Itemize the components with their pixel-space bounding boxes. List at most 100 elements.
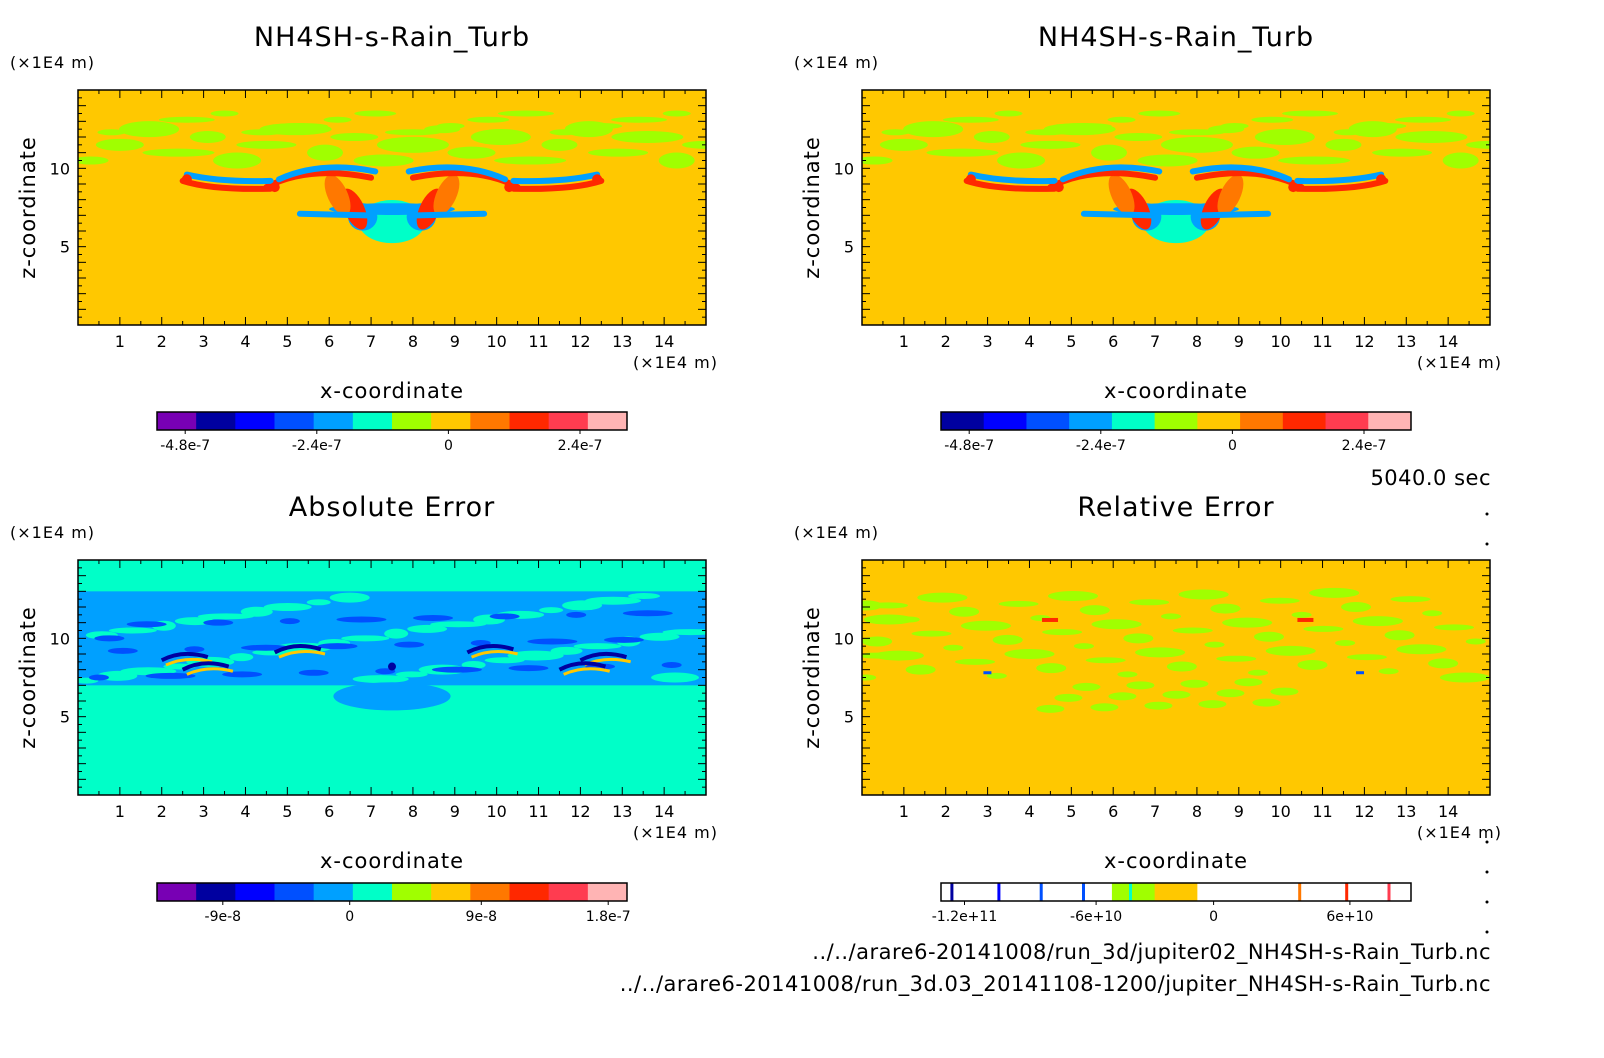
error-patch [394, 641, 425, 648]
x-tick-label: 10 [1270, 332, 1290, 351]
colorbar-segment [983, 412, 1027, 430]
colorbar-segment [587, 412, 628, 430]
rel-error-patch [1234, 678, 1263, 687]
error-patch [336, 616, 387, 623]
colorbar-segment [274, 883, 315, 901]
error-patch [94, 635, 125, 642]
turbulence-patch [1020, 140, 1081, 149]
rel-error-patch [1036, 704, 1065, 713]
error-patch [88, 674, 109, 681]
x-tick-label: 10 [486, 802, 506, 821]
colorbar-level-line [1039, 883, 1043, 901]
turbulence-patch [1446, 110, 1475, 117]
rel-error-patch [1297, 659, 1328, 670]
x-tick-label: 3 [199, 802, 209, 821]
rel-error-patch [1433, 624, 1474, 631]
error-patch [628, 593, 661, 600]
y-tick-label: 10 [834, 629, 854, 648]
turbulence-patch [1325, 138, 1362, 151]
x-axis-label: x-coordinate [1104, 849, 1248, 873]
turbulence-patch [142, 148, 215, 157]
rel-error-patch [1042, 629, 1083, 636]
colorbar-level-line [1387, 883, 1391, 901]
y-axis-label: z-coordinate [16, 136, 40, 279]
y-unit: (×1E4 m) [10, 523, 95, 542]
x-axis-label: x-coordinate [1104, 379, 1248, 403]
turbulence-patch [470, 129, 531, 145]
y-tick-label: 5 [60, 708, 70, 727]
turbulence-patch [158, 116, 215, 123]
turbulence-patch [1137, 154, 1198, 167]
colorbar-segment [157, 412, 197, 430]
turbulence-patch [662, 110, 691, 117]
swirl-arc [1189, 164, 1293, 183]
x-tick-label: 14 [1438, 802, 1458, 821]
x-tick-label: 1 [115, 802, 125, 821]
plume-lobe [324, 174, 351, 216]
turbulence-patch [323, 116, 352, 123]
x-tick-label: 13 [612, 802, 632, 821]
colorbar-segment [509, 412, 550, 430]
colorbar-tick-label: -6e+10 [1070, 909, 1122, 925]
x-tick-label: 4 [240, 332, 250, 351]
x-tick-label: 2 [941, 332, 951, 351]
y-unit: (×1E4 m) [794, 523, 879, 542]
colorbar-segment [352, 412, 393, 430]
turbulence-patch [1091, 144, 1128, 161]
y-axis-label: z-coordinate [16, 606, 40, 749]
swirl-arc [967, 171, 1058, 185]
colorbar-segment [1282, 412, 1327, 430]
rel-error-patch [992, 634, 1023, 645]
plume-lobe [1108, 174, 1135, 216]
plume-lobe [433, 174, 460, 216]
y-tick-label: 5 [844, 708, 854, 727]
rel-error-patch [1341, 602, 1372, 612]
colorbar-1: -4.8e-7 -2.4e-7 0 2.4e-7 [156, 411, 628, 454]
x-tick-label: 9 [1234, 332, 1244, 351]
y-tick-label: 5 [60, 238, 70, 257]
x-unit: (×1E4 m) [1417, 353, 1502, 372]
colorbar-tick-label: 0 [444, 438, 453, 454]
panel-3: Absolute Error(×1E4 m)1 2 3 4 5 6 7 8 9 10 11 12 13 1… [10, 492, 717, 873]
x-tick-label: 12 [1354, 332, 1374, 351]
swirl-tip [1376, 174, 1387, 185]
marker-dot [1485, 542, 1489, 546]
colorbar-segment [1069, 883, 1113, 901]
colorbar-segment [941, 412, 985, 430]
rel-error-patch [1123, 633, 1154, 644]
rel-error-patch [1378, 668, 1399, 675]
rel-error-spot [1042, 617, 1059, 622]
turbulence-patch [1364, 123, 1407, 130]
colorbar-tick-label: 2.4e-7 [1342, 438, 1387, 454]
x-tick-label: 8 [1192, 332, 1202, 351]
error-arc [470, 650, 518, 659]
colorbar-segment [392, 883, 432, 901]
rel-error-patch [1396, 644, 1447, 655]
x-tick-label: 5 [282, 802, 292, 821]
x-tick-label: 2 [157, 332, 167, 351]
rel-error-spot [983, 671, 992, 675]
x-axis-label: x-coordinate [320, 379, 464, 403]
y-unit: (×1E4 m) [10, 53, 95, 72]
colorbar-level-line [1298, 883, 1302, 901]
colorbar-segment [313, 883, 354, 901]
rel-error-patch [1178, 589, 1229, 600]
swirl-arc [1080, 210, 1154, 219]
x-tick-label: 5 [282, 332, 292, 351]
turbulence-patch [1372, 148, 1433, 157]
x-tick-label: 1 [899, 332, 909, 351]
rel-error-patch [1439, 672, 1490, 683]
colorbar-tick-label: 1.8e-7 [586, 909, 631, 925]
turbulence-patch [447, 146, 496, 159]
error-patch [222, 671, 263, 678]
swirl-arc [1198, 210, 1272, 219]
colorbar-segment [983, 883, 1027, 901]
swirl-tip [181, 174, 192, 185]
colorbar-tick-label: -1.2e+11 [932, 909, 997, 925]
error-arc [278, 650, 326, 659]
turbulence-patch [353, 154, 414, 167]
rel-error-patch [1303, 625, 1344, 632]
rel-error-patch [862, 600, 883, 611]
colorbar-tick-label: 6e+10 [1326, 909, 1373, 925]
colorbar-segment [1111, 412, 1156, 430]
